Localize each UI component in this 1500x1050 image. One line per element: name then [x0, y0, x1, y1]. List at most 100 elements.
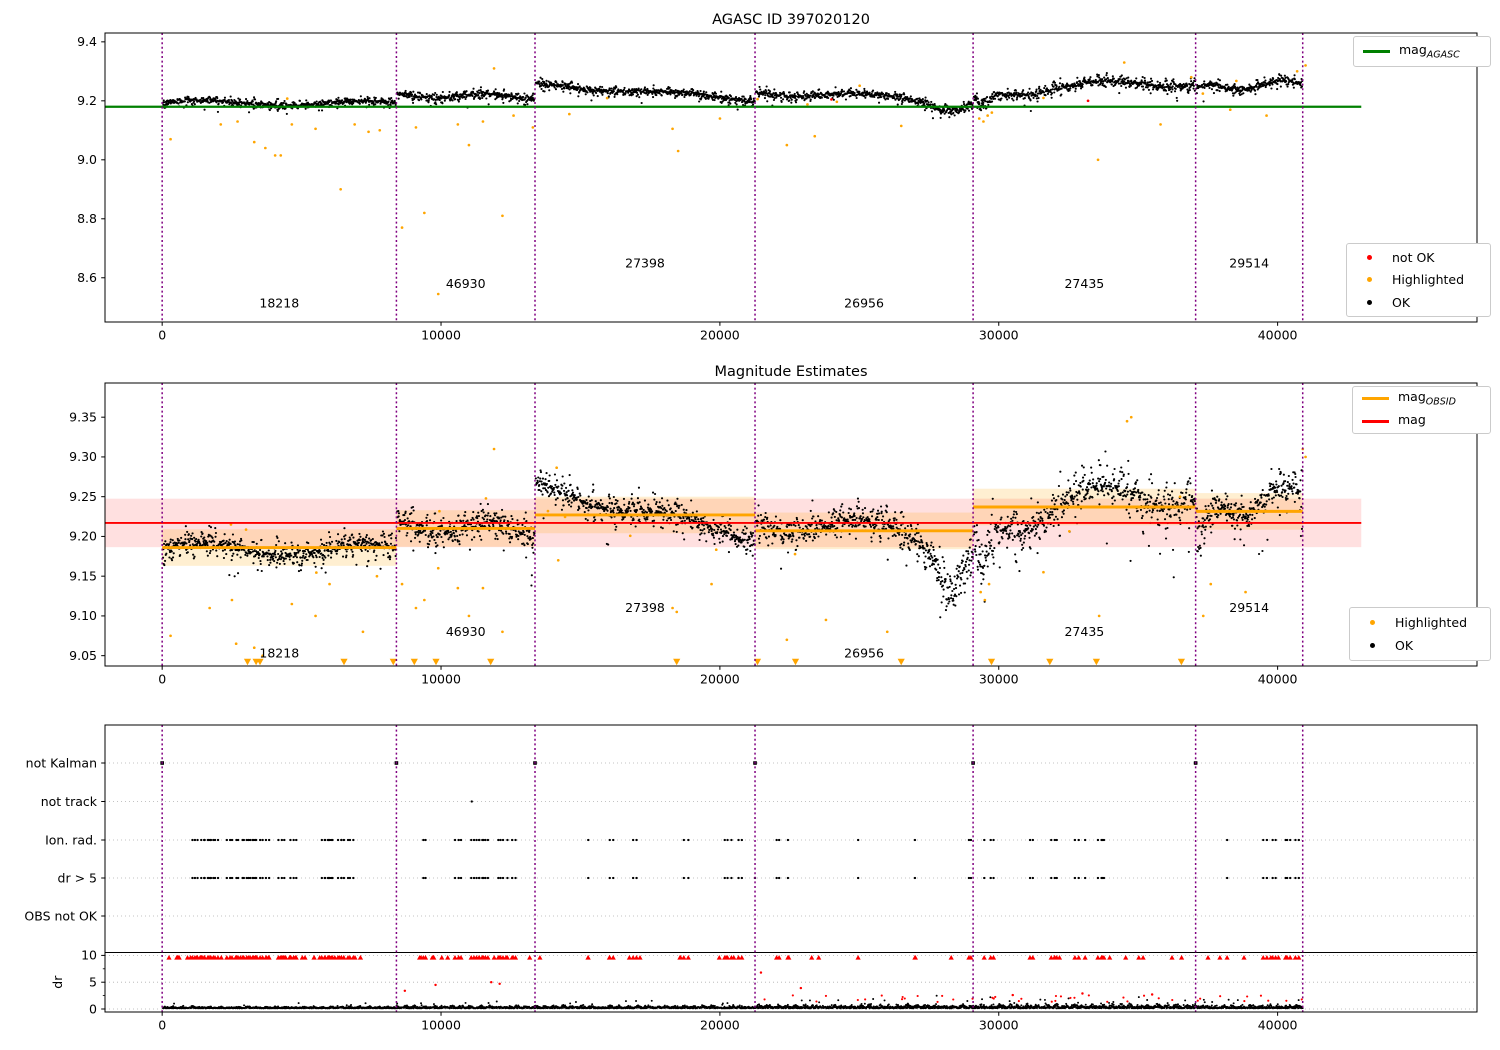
- legend-row-mag-obsid: magOBSID: [1361, 389, 1482, 408]
- red-line-swatch: [1361, 420, 1389, 423]
- orange-line-swatch: [1361, 396, 1389, 401]
- x-tick-label: 40000: [1258, 672, 1298, 687]
- y-tick-label: 9.35: [69, 409, 97, 424]
- top-plot: 18218 46930 27398 26956 27435 29514 0 10000 2000…: [77, 32, 1478, 343]
- legend-marker-area: [1358, 643, 1386, 648]
- flag-row-label: not Kalman: [26, 755, 97, 770]
- dr-scatter: [162, 994, 1304, 1010]
- y-tick-label: 9.2: [77, 93, 97, 108]
- bottom-plot: 0 10000 20000 30000 40000 OBS not OK dr > 5 Ion…: [24, 724, 1478, 1033]
- legend-row-ok: OK: [1355, 294, 1482, 311]
- ok-scatter: [161, 72, 1304, 120]
- dr-clipped-points: [166, 955, 1302, 960]
- y-tick-label: 9.30: [69, 449, 97, 464]
- obsid-label-46930: 46930: [446, 624, 486, 639]
- legend-line-marker-area: [1362, 50, 1390, 53]
- legend-label-not-ok: not OK: [1392, 250, 1435, 266]
- x-tick-label: 0: [158, 1018, 166, 1033]
- not-ok-dot-icon: [1366, 255, 1372, 261]
- y-tick-label: 9.10: [69, 608, 97, 623]
- x-tick-label: 30000: [979, 1018, 1019, 1033]
- obsid-label-27435: 27435: [1064, 276, 1104, 291]
- y-tick-label: 9.20: [69, 529, 97, 544]
- legend-label-ok: OK: [1395, 638, 1414, 653]
- middle-plot: 18218 46930 27398 26956 27435 29514 0 10000 2000…: [69, 382, 1478, 687]
- legend-label-highlighted: Highlighted: [1392, 272, 1465, 288]
- x-tick-label: 0: [158, 328, 166, 343]
- ok-dot-icon: [1369, 643, 1375, 648]
- y-tick-label: 9.4: [77, 34, 97, 49]
- obsid-label-29514: 29514: [1229, 600, 1269, 615]
- legend-mid-markers: Highlighted OK: [1349, 607, 1491, 661]
- legend-mag-agasc: magAGASC: [1353, 36, 1491, 67]
- y-tick-label: 9.05: [69, 648, 97, 663]
- legend-marker-area: [1355, 299, 1383, 305]
- legend-label-mag-obsid: magOBSID: [1398, 389, 1456, 408]
- legend-mag-lines: magOBSID mag: [1352, 386, 1491, 434]
- x-tick-label: 20000: [700, 1018, 740, 1033]
- legend-top-markers: not OK Highlighted OK: [1346, 243, 1491, 317]
- x-tick-label: 10000: [421, 328, 461, 343]
- legend-label-ok: OK: [1392, 294, 1411, 310]
- flag-row-label: OBS not OK: [24, 908, 97, 923]
- obsid-label-46930: 46930: [446, 276, 486, 291]
- legend-label-mag-agasc: magAGASC: [1399, 42, 1460, 61]
- highlighted-scatter: [169, 61, 1307, 296]
- x-tick-label: 30000: [979, 328, 1019, 343]
- x-tick-label: 10000: [421, 672, 461, 687]
- highlighted-dot-icon: [1366, 277, 1372, 283]
- axes-frame: [104, 382, 1478, 667]
- dr-tick-label: 10: [81, 948, 97, 963]
- obsid-label-27435: 27435: [1064, 624, 1104, 639]
- legend-row-not-ok: not OK: [1355, 249, 1482, 266]
- ok-dot-icon: [1366, 299, 1372, 305]
- legend-marker-area: [1358, 620, 1386, 625]
- obsid-label-18218: 18218: [259, 295, 299, 310]
- y-tick-label: 9.15: [69, 568, 97, 583]
- flag-row-label: Ion. rad.: [45, 832, 97, 847]
- green-line-swatch: [1362, 50, 1390, 53]
- flag-row-label: not track: [41, 794, 98, 809]
- legend-row-highlighted: Highlighted: [1355, 271, 1482, 288]
- legend-row-highlighted: Highlighted: [1358, 614, 1482, 632]
- dr-axis-label: dr: [50, 975, 65, 989]
- top-plot-title: AGASC ID 397020120: [712, 12, 870, 28]
- flag-row-label: dr > 5: [58, 870, 97, 885]
- highlighted-dot-icon: [1369, 620, 1375, 625]
- legend-line-marker-area: [1361, 396, 1389, 401]
- legend-row-mag-agasc: magAGASC: [1362, 42, 1482, 61]
- legend-label-mag: mag: [1398, 412, 1426, 428]
- dr-tick-label: 0: [89, 1001, 97, 1016]
- obsid-label-18218: 18218: [259, 645, 299, 660]
- legend-row-mag: mag: [1361, 412, 1482, 431]
- y-tick-label: 8.8: [77, 211, 97, 226]
- obsid-label-27398: 27398: [625, 600, 665, 615]
- x-tick-label: 0: [158, 672, 166, 687]
- legend-line-marker-area: [1361, 420, 1389, 423]
- obsid-label-26956: 26956: [844, 645, 884, 660]
- dr-red-speckles: [763, 994, 1303, 1003]
- legend-row-ok: OK: [1358, 637, 1482, 655]
- clipped-low-triangles: [243, 658, 1185, 666]
- legend-marker-area: [1355, 277, 1383, 283]
- x-tick-label: 30000: [979, 672, 1019, 687]
- middle-plot-title: Magnitude Estimates: [714, 364, 868, 380]
- obsid-label-26956: 26956: [844, 295, 884, 310]
- obsid-label-29514: 29514: [1229, 255, 1269, 270]
- axes-frame: [104, 724, 1478, 1013]
- y-tick-label: 9.0: [77, 152, 97, 167]
- highlighted-scatter: [169, 415, 1307, 657]
- not-ok-scatter: [830, 98, 1090, 103]
- dr-red-outliers: [403, 971, 1154, 997]
- x-tick-label: 40000: [1258, 1018, 1298, 1033]
- legend-label-highlighted: Highlighted: [1395, 615, 1468, 630]
- x-tick-label: 10000: [421, 1018, 461, 1033]
- obsid-label-27398: 27398: [625, 255, 665, 270]
- x-tick-label: 20000: [700, 328, 740, 343]
- x-tick-label: 20000: [700, 672, 740, 687]
- x-tick-label: 40000: [1258, 328, 1298, 343]
- y-tick-label: 9.25: [69, 489, 97, 504]
- legend-marker-area: [1355, 255, 1383, 261]
